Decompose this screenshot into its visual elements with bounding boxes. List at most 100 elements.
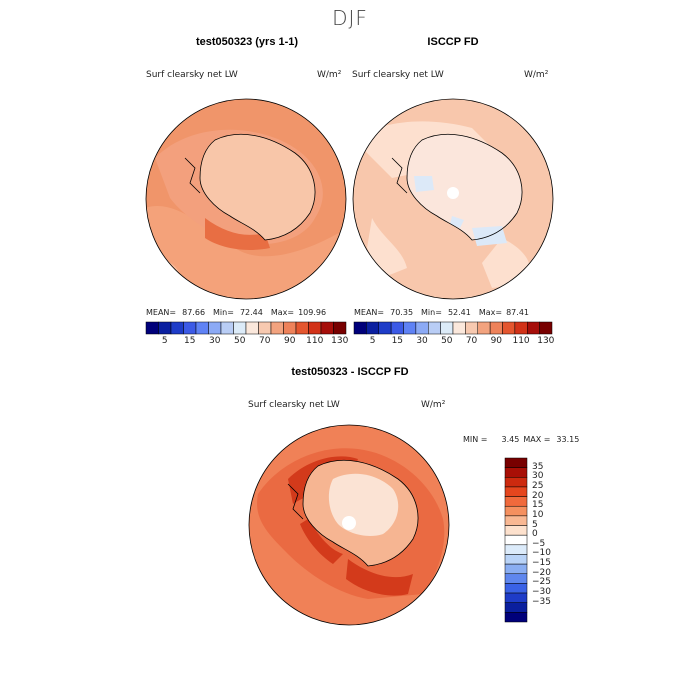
colorbar-cell <box>504 563 528 575</box>
colorbar-tick-label: −10 <box>532 548 551 559</box>
panel1-units: W/m² <box>317 70 342 80</box>
colorbar-tick-label: 15 <box>184 336 196 346</box>
colorbar-cell <box>440 321 454 335</box>
colorbar-tick-label: −35 <box>532 596 551 607</box>
colorbar-cell <box>504 477 528 488</box>
colorbar-tick-label: 10 <box>532 509 544 520</box>
colorbar-cell <box>504 505 528 517</box>
colorbar-cell <box>428 321 441 335</box>
panel3-subtitle: Surf clearsky net LW <box>248 400 340 410</box>
colorbar-cell <box>270 321 284 335</box>
panel2-stats: MEAN= 70.35 Min= 52.41 Max= 87.41 <box>354 308 529 317</box>
panel2-title: ISCCP FD <box>427 36 479 48</box>
panel2-map-border <box>352 98 554 300</box>
colorbar-cell <box>452 321 466 335</box>
colorbar-tick-label: 130 <box>537 336 555 346</box>
colorbar-cell <box>504 544 528 555</box>
colorbar-cell <box>366 321 379 335</box>
panel2-coastline <box>406 133 523 241</box>
colorbar-tick-label: 30 <box>416 336 428 346</box>
panel1-antarctica-fill <box>200 134 315 240</box>
colorbar-cell <box>208 321 222 335</box>
colorbar-tick-label: 110 <box>306 336 324 346</box>
colorbar-tick-label: 35 <box>532 461 544 472</box>
colorbar-tick-label: 5 <box>532 519 538 530</box>
colorbar-cell <box>333 321 347 335</box>
colorbar-cell <box>403 321 417 335</box>
colorbar-cell <box>320 321 334 335</box>
colorbar-cell <box>504 534 528 546</box>
colorbar-tick-label: 5 <box>369 336 376 346</box>
colorbar-cell <box>378 321 392 335</box>
colorbar-cell <box>504 602 528 613</box>
colorbar-tick-label: −20 <box>532 567 551 578</box>
colorbar-cell <box>504 457 528 468</box>
colorbar-tick-label: 25 <box>532 480 544 491</box>
panel2-antarctica-fill <box>407 134 522 240</box>
colorbar-cell <box>504 486 528 497</box>
colorbar-tick-label: 50 <box>441 336 453 346</box>
colorbar-cell <box>258 321 272 335</box>
colorbar-tick-label: 5 <box>161 336 168 346</box>
panel3-colorbar <box>504 457 528 623</box>
colorbar-cell <box>195 321 209 335</box>
colorbar-cell <box>353 321 367 335</box>
colorbar-cell <box>465 321 478 335</box>
panel3-stats: MIN = 3.45 MAX = 33.15 <box>463 435 580 444</box>
colorbar-cell <box>504 592 528 603</box>
panel2-subtitle: Surf clearsky net LW <box>352 70 444 80</box>
panel2-colorbar <box>353 321 553 335</box>
panel1-map <box>145 98 347 300</box>
colorbar-cell <box>170 321 184 335</box>
panel1-title: test050323 (yrs 1-1) <box>195 36 299 48</box>
colorbar-cell <box>245 321 259 335</box>
colorbar-cell <box>504 573 528 584</box>
panel1-subtitle: Surf clearsky net LW <box>146 70 238 80</box>
colorbar-tick-label: 15 <box>391 336 404 346</box>
colorbar-tick-label: 0 <box>532 529 538 540</box>
panel3-map-border <box>248 424 450 626</box>
colorbar-cell <box>504 467 528 478</box>
colorbar-cell <box>308 321 322 335</box>
colorbar-tick-label: 50 <box>234 336 246 346</box>
colorbar-tick-label: 130 <box>331 336 349 346</box>
colorbar-cell <box>390 321 404 335</box>
colorbar-tick-label: −5 <box>532 538 546 549</box>
colorbar-cell <box>504 612 528 623</box>
panel2-units: W/m² <box>524 70 549 80</box>
colorbar-tick-label: 30 <box>532 471 544 482</box>
colorbar-tick-label: 90 <box>490 336 503 346</box>
colorbar-cell <box>233 321 247 335</box>
panel3-coastline <box>302 459 419 567</box>
colorbar-tick-label: 20 <box>532 490 544 501</box>
panel1-stats: MEAN= 87.66 Min= 72.44 Max= 109.96 <box>146 308 327 317</box>
colorbar-tick-label: 70 <box>259 336 271 346</box>
colorbar-cell <box>283 321 297 335</box>
colorbar-cell <box>415 321 429 335</box>
colorbar-cell <box>504 525 528 536</box>
colorbar-cell <box>158 321 172 335</box>
panel1-colorbar <box>145 321 347 335</box>
colorbar-cell <box>504 554 528 565</box>
colorbar-tick-label: 90 <box>284 336 296 346</box>
panel1-coastline <box>199 133 316 241</box>
colorbar-cell <box>183 321 197 335</box>
colorbar-cell <box>145 321 159 335</box>
colorbar-cell <box>504 583 528 594</box>
colorbar-tick-label: −25 <box>532 577 551 588</box>
colorbar-cell <box>477 321 491 335</box>
colorbar-tick-label: 70 <box>465 336 478 346</box>
panel3-title: test050323 - ISCCP FD <box>291 366 409 378</box>
colorbar-cell <box>502 321 516 335</box>
colorbar-tick-label: −30 <box>532 587 551 598</box>
panel3-map <box>248 424 450 626</box>
panel3-units: W/m² <box>421 400 446 410</box>
colorbar-cell <box>504 496 528 507</box>
colorbar-tick-label: 30 <box>209 336 221 346</box>
colorbar-cell <box>489 321 503 335</box>
colorbar-tick-label: 110 <box>512 336 530 346</box>
colorbar-cell <box>220 321 234 335</box>
panel1-map-border <box>145 98 347 300</box>
colorbar-cell <box>527 321 540 335</box>
colorbar-tick-label: 15 <box>532 500 544 511</box>
